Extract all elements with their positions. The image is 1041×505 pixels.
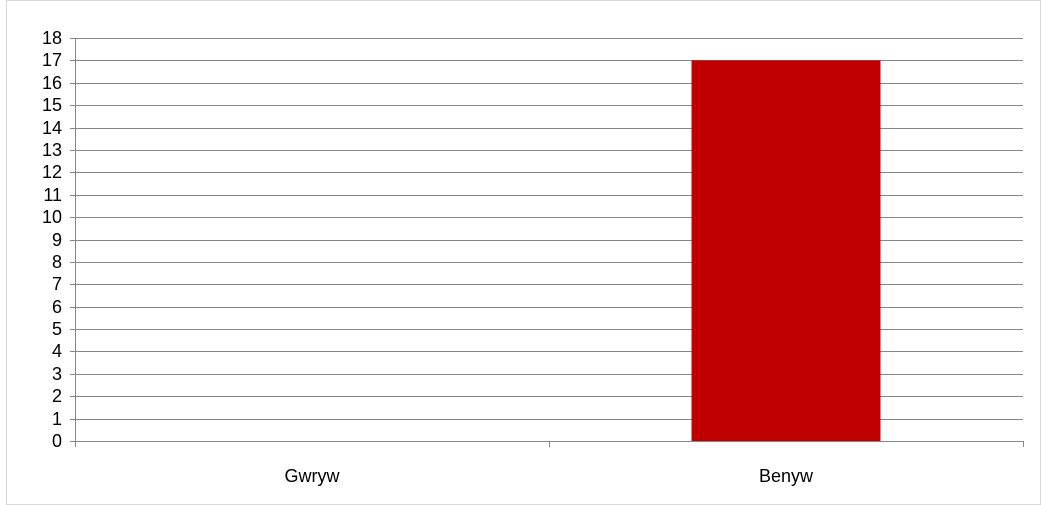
y-tick-label: 6 bbox=[52, 297, 62, 317]
y-tick-label: 15 bbox=[42, 95, 62, 115]
y-tick-label: 4 bbox=[52, 341, 62, 361]
y-tick-label: 17 bbox=[42, 50, 62, 70]
y-tick-label: 12 bbox=[42, 162, 62, 182]
y-tick-label: 8 bbox=[52, 252, 62, 272]
axes bbox=[70, 38, 1024, 447]
x-category-label: Benyw bbox=[759, 466, 814, 486]
y-tick-label: 14 bbox=[42, 118, 62, 138]
y-tick-label: 0 bbox=[52, 431, 62, 451]
bar-benyw bbox=[691, 60, 881, 442]
y-tick-label: 18 bbox=[42, 28, 62, 48]
y-tick-label: 11 bbox=[43, 185, 62, 205]
y-tick-label: 3 bbox=[52, 364, 62, 384]
y-tick-label: 9 bbox=[52, 230, 62, 250]
x-axis-ticks: Gwryw Benyw bbox=[285, 466, 815, 486]
y-tick-label: 5 bbox=[52, 319, 62, 339]
y-tick-label: 2 bbox=[52, 386, 62, 406]
y-tick-label: 16 bbox=[42, 73, 62, 93]
chart-border bbox=[6, 0, 1041, 505]
y-tick-label: 7 bbox=[52, 274, 62, 294]
y-tick-label: 10 bbox=[42, 207, 62, 227]
y-tick-label: 1 bbox=[52, 409, 62, 429]
y-tick-label: 13 bbox=[42, 140, 62, 160]
bars bbox=[691, 60, 881, 442]
x-category-label: Gwryw bbox=[285, 466, 341, 486]
